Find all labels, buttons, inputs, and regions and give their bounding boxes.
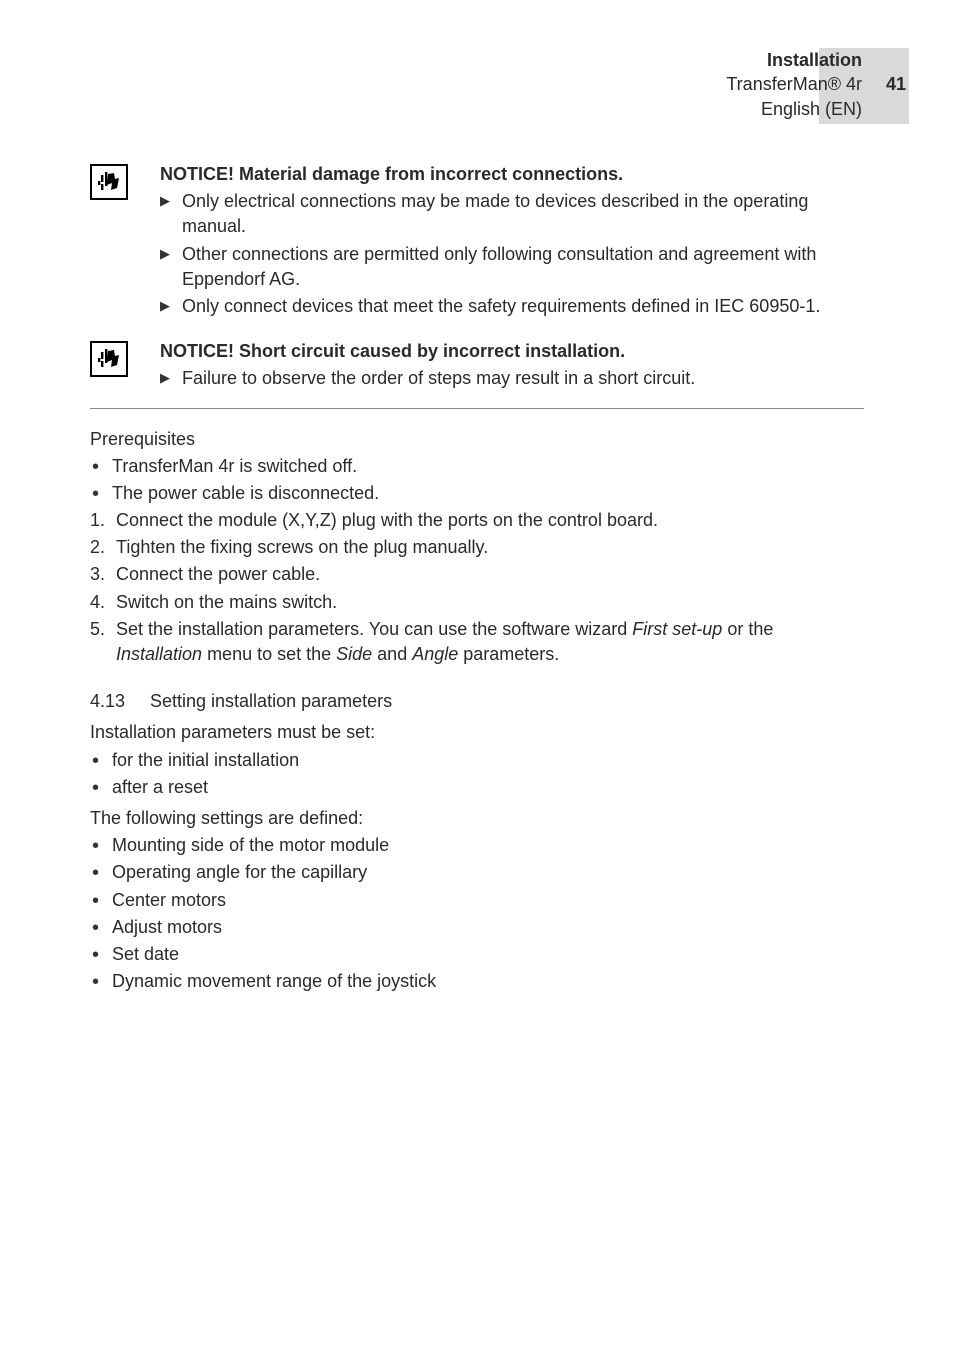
settings-list: Mounting side of the motor module Operat… — [90, 833, 864, 994]
step-text-italic: Angle — [412, 644, 458, 664]
list-item-text: Adjust motors — [112, 917, 222, 937]
page-header: Installation TransferMan® 4r English (EN… — [90, 48, 864, 128]
product-name: TransferMan® 4r — [726, 72, 862, 96]
list-item: Operating angle for the capillary — [90, 860, 864, 885]
list-item: The power cable is disconnected. — [90, 481, 864, 506]
step-text: or the — [722, 619, 773, 639]
step-text: parameters. — [458, 644, 559, 664]
list-item: Adjust motors — [90, 915, 864, 940]
notice-item-text: Only electrical connections may be made … — [182, 191, 808, 236]
notice-item: Only connect devices that meet the safet… — [160, 294, 864, 319]
step-text-italic: Installation — [116, 644, 202, 664]
notice-short-circuit: NOTICE! Short circuit caused by incorrec… — [90, 339, 864, 393]
list-item: TransferMan 4r is switched off. — [90, 454, 864, 479]
prerequisites-section: Prerequisites TransferMan 4r is switched… — [90, 427, 864, 668]
intro-text-2: The following settings are defined: — [90, 806, 864, 831]
notice-title: NOTICE! Short circuit caused by incorrec… — [160, 339, 864, 364]
list-item-text: for the initial installation — [112, 750, 299, 770]
prerequisites-list: TransferMan 4r is switched off. The powe… — [90, 454, 864, 506]
section-title: Installation — [726, 48, 862, 72]
step-item: Switch on the mains switch. — [90, 590, 864, 615]
damage-icon — [96, 170, 122, 194]
list-item: Mounting side of the motor module — [90, 833, 864, 858]
notice-item: Failure to observe the order of steps ma… — [160, 366, 864, 391]
list-item-text: The power cable is disconnected. — [112, 483, 379, 503]
notice-icon — [90, 341, 128, 377]
damage-icon — [96, 347, 122, 371]
subsection-number: 4.13 — [90, 689, 150, 714]
notice-list: Only electrical connections may be made … — [160, 189, 864, 319]
divider — [90, 408, 864, 409]
step-item: Tighten the fixing screws on the plug ma… — [90, 535, 864, 560]
step-text: Connect the module (X,Y,Z) plug with the… — [116, 510, 658, 530]
conditions-list: for the initial installation after a res… — [90, 748, 864, 800]
step-item: Set the installation parameters. You can… — [90, 617, 864, 667]
notice-item-text: Other connections are permitted only fol… — [182, 244, 816, 289]
header-text: Installation TransferMan® 4r English (EN… — [726, 48, 862, 121]
subsection-heading: 4.13Setting installation parameters — [90, 689, 864, 714]
step-text-italic: First set-up — [632, 619, 722, 639]
prerequisites-heading: Prerequisites — [90, 427, 864, 452]
step-text: Switch on the mains switch. — [116, 592, 337, 612]
notice-icon — [90, 164, 128, 200]
step-text: Connect the power cable. — [116, 564, 320, 584]
notice-item-text: Failure to observe the order of steps ma… — [182, 368, 695, 388]
notice-item-text: Only connect devices that meet the safet… — [182, 296, 820, 316]
notice-material-damage: NOTICE! Material damage from incorrect c… — [90, 162, 864, 321]
step-item: Connect the power cable. — [90, 562, 864, 587]
list-item-text: Dynamic movement range of the joystick — [112, 971, 436, 991]
step-text: menu to set the — [202, 644, 336, 664]
step-text: Tighten the fixing screws on the plug ma… — [116, 537, 488, 557]
list-item-text: TransferMan 4r is switched off. — [112, 456, 357, 476]
list-item: Set date — [90, 942, 864, 967]
notice-item: Other connections are permitted only fol… — [160, 242, 864, 292]
step-text: and — [372, 644, 412, 664]
list-item: Center motors — [90, 888, 864, 913]
intro-text: Installation parameters must be set: — [90, 720, 864, 745]
list-item: after a reset — [90, 775, 864, 800]
list-item-text: Set date — [112, 944, 179, 964]
list-item: for the initial installation — [90, 748, 864, 773]
step-text-italic: Side — [336, 644, 372, 664]
subsection-title: Setting installation parameters — [150, 691, 392, 711]
list-item: Dynamic movement range of the joystick — [90, 969, 864, 994]
steps-list: Connect the module (X,Y,Z) plug with the… — [90, 508, 864, 667]
page: Installation TransferMan® 4r English (EN… — [0, 0, 954, 1036]
step-text: Set the installation parameters. You can… — [116, 619, 632, 639]
language-label: English (EN) — [726, 97, 862, 121]
step-item: Connect the module (X,Y,Z) plug with the… — [90, 508, 864, 533]
notice-title: NOTICE! Material damage from incorrect c… — [160, 162, 864, 187]
notice-list: Failure to observe the order of steps ma… — [160, 366, 864, 391]
list-item-text: Operating angle for the capillary — [112, 862, 367, 882]
list-item-text: Center motors — [112, 890, 226, 910]
page-number: 41 — [886, 72, 906, 97]
notice-item: Only electrical connections may be made … — [160, 189, 864, 239]
list-item-text: after a reset — [112, 777, 208, 797]
list-item-text: Mounting side of the motor module — [112, 835, 389, 855]
